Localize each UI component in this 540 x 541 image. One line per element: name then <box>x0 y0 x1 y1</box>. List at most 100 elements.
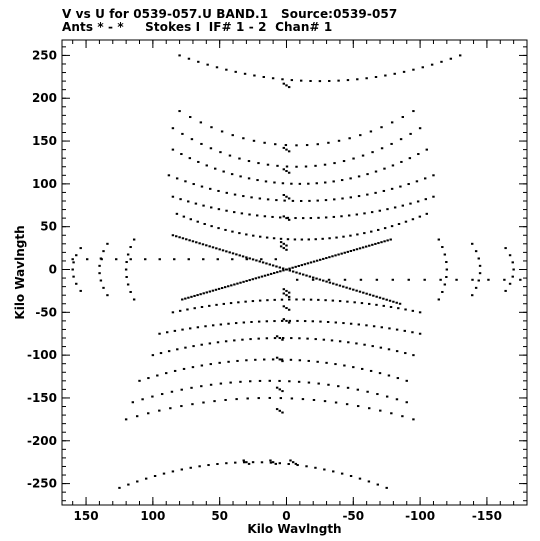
uv-point <box>196 220 199 223</box>
uv-point <box>412 110 415 113</box>
uv-point <box>271 215 274 218</box>
uv-point <box>285 294 288 297</box>
uv-point <box>399 185 402 188</box>
uv-point <box>370 230 373 233</box>
uv-point <box>322 338 326 341</box>
uv-point <box>333 162 336 165</box>
uv-point <box>478 264 482 267</box>
uv-point <box>129 258 132 261</box>
uv-point <box>254 277 258 280</box>
uv-point <box>209 363 212 366</box>
uv-point <box>297 380 301 383</box>
uv-point <box>248 257 251 260</box>
uv-point <box>288 269 292 272</box>
uv-point <box>225 250 228 253</box>
uv-point <box>275 356 279 359</box>
uv-point <box>227 360 230 363</box>
uv-point <box>202 292 205 295</box>
uv-point <box>387 374 391 377</box>
uv-point <box>403 329 406 332</box>
uv-point <box>199 293 202 296</box>
uv-point <box>300 238 304 241</box>
uv-point <box>407 278 410 281</box>
uv-point <box>281 267 285 270</box>
uv-point <box>474 250 478 253</box>
x-tick-label: -50 <box>342 509 364 523</box>
uv-point <box>281 360 284 363</box>
uv-point <box>423 177 427 180</box>
uv-point <box>192 345 195 348</box>
axis-ticks <box>62 40 527 505</box>
uv-point <box>345 286 348 289</box>
uv-point <box>298 359 302 362</box>
uv-point <box>200 343 203 346</box>
uv-point <box>205 244 208 247</box>
uv-point <box>358 247 362 250</box>
uv-point <box>257 337 260 340</box>
uv-point <box>202 258 205 261</box>
uv-point <box>188 239 191 242</box>
uv-point <box>240 212 244 215</box>
uv-point <box>349 196 352 199</box>
uv-point <box>285 195 288 198</box>
uv-point <box>247 160 251 163</box>
uv-point <box>343 364 346 367</box>
uv-point <box>315 182 318 185</box>
uv-point <box>158 409 161 412</box>
uv-point <box>325 280 328 283</box>
uv-point <box>389 305 393 308</box>
uv-point <box>342 322 345 325</box>
uv-point <box>404 352 407 355</box>
uv-point <box>379 346 383 349</box>
uv-point <box>285 289 288 292</box>
uv-point <box>175 212 179 215</box>
uv-point <box>338 340 342 343</box>
uv-point <box>274 143 277 146</box>
uv-point <box>328 256 331 259</box>
uv-point <box>334 321 338 324</box>
uv-point <box>200 305 204 308</box>
uv-point <box>316 360 319 363</box>
uv-point <box>178 54 181 57</box>
uv-point <box>374 242 377 245</box>
uv-point <box>124 268 128 271</box>
tick-labels: 150 100 50 0 -50 -100 -150 250 200 150 100 50 0 -50 -1… <box>27 48 502 523</box>
uv-point <box>173 369 177 372</box>
uv-point <box>266 273 270 276</box>
uv-point <box>287 308 291 311</box>
uv-point <box>400 160 403 163</box>
uv-point <box>421 66 424 69</box>
uv-point <box>230 173 234 176</box>
uv-point <box>369 130 373 133</box>
uv-point <box>173 258 176 261</box>
uv-point <box>233 339 236 342</box>
uv-point <box>323 163 327 166</box>
uv-point <box>352 157 355 160</box>
uv-point <box>416 200 420 203</box>
uv-point <box>98 272 101 275</box>
uv-point <box>328 237 331 240</box>
uv-point <box>395 301 398 304</box>
uv-point <box>260 258 263 261</box>
uv-point <box>71 268 74 271</box>
uv-point <box>222 302 225 305</box>
uv-point <box>360 302 364 305</box>
uv-point <box>301 273 305 276</box>
uv-point <box>357 323 360 326</box>
uv-point <box>278 462 282 465</box>
uv-point <box>332 470 335 473</box>
uv-point <box>193 307 196 310</box>
uv-point <box>471 278 474 281</box>
uv-point <box>189 466 192 469</box>
uv-point <box>290 79 294 82</box>
uv-point <box>401 204 405 207</box>
uv-point <box>331 255 334 258</box>
uv-point <box>368 407 371 410</box>
uv-point <box>250 320 253 323</box>
uv-point <box>308 199 311 202</box>
uv-point <box>136 480 139 483</box>
uv-point <box>254 358 257 361</box>
uv-point <box>264 180 268 183</box>
uv-point <box>418 215 422 218</box>
